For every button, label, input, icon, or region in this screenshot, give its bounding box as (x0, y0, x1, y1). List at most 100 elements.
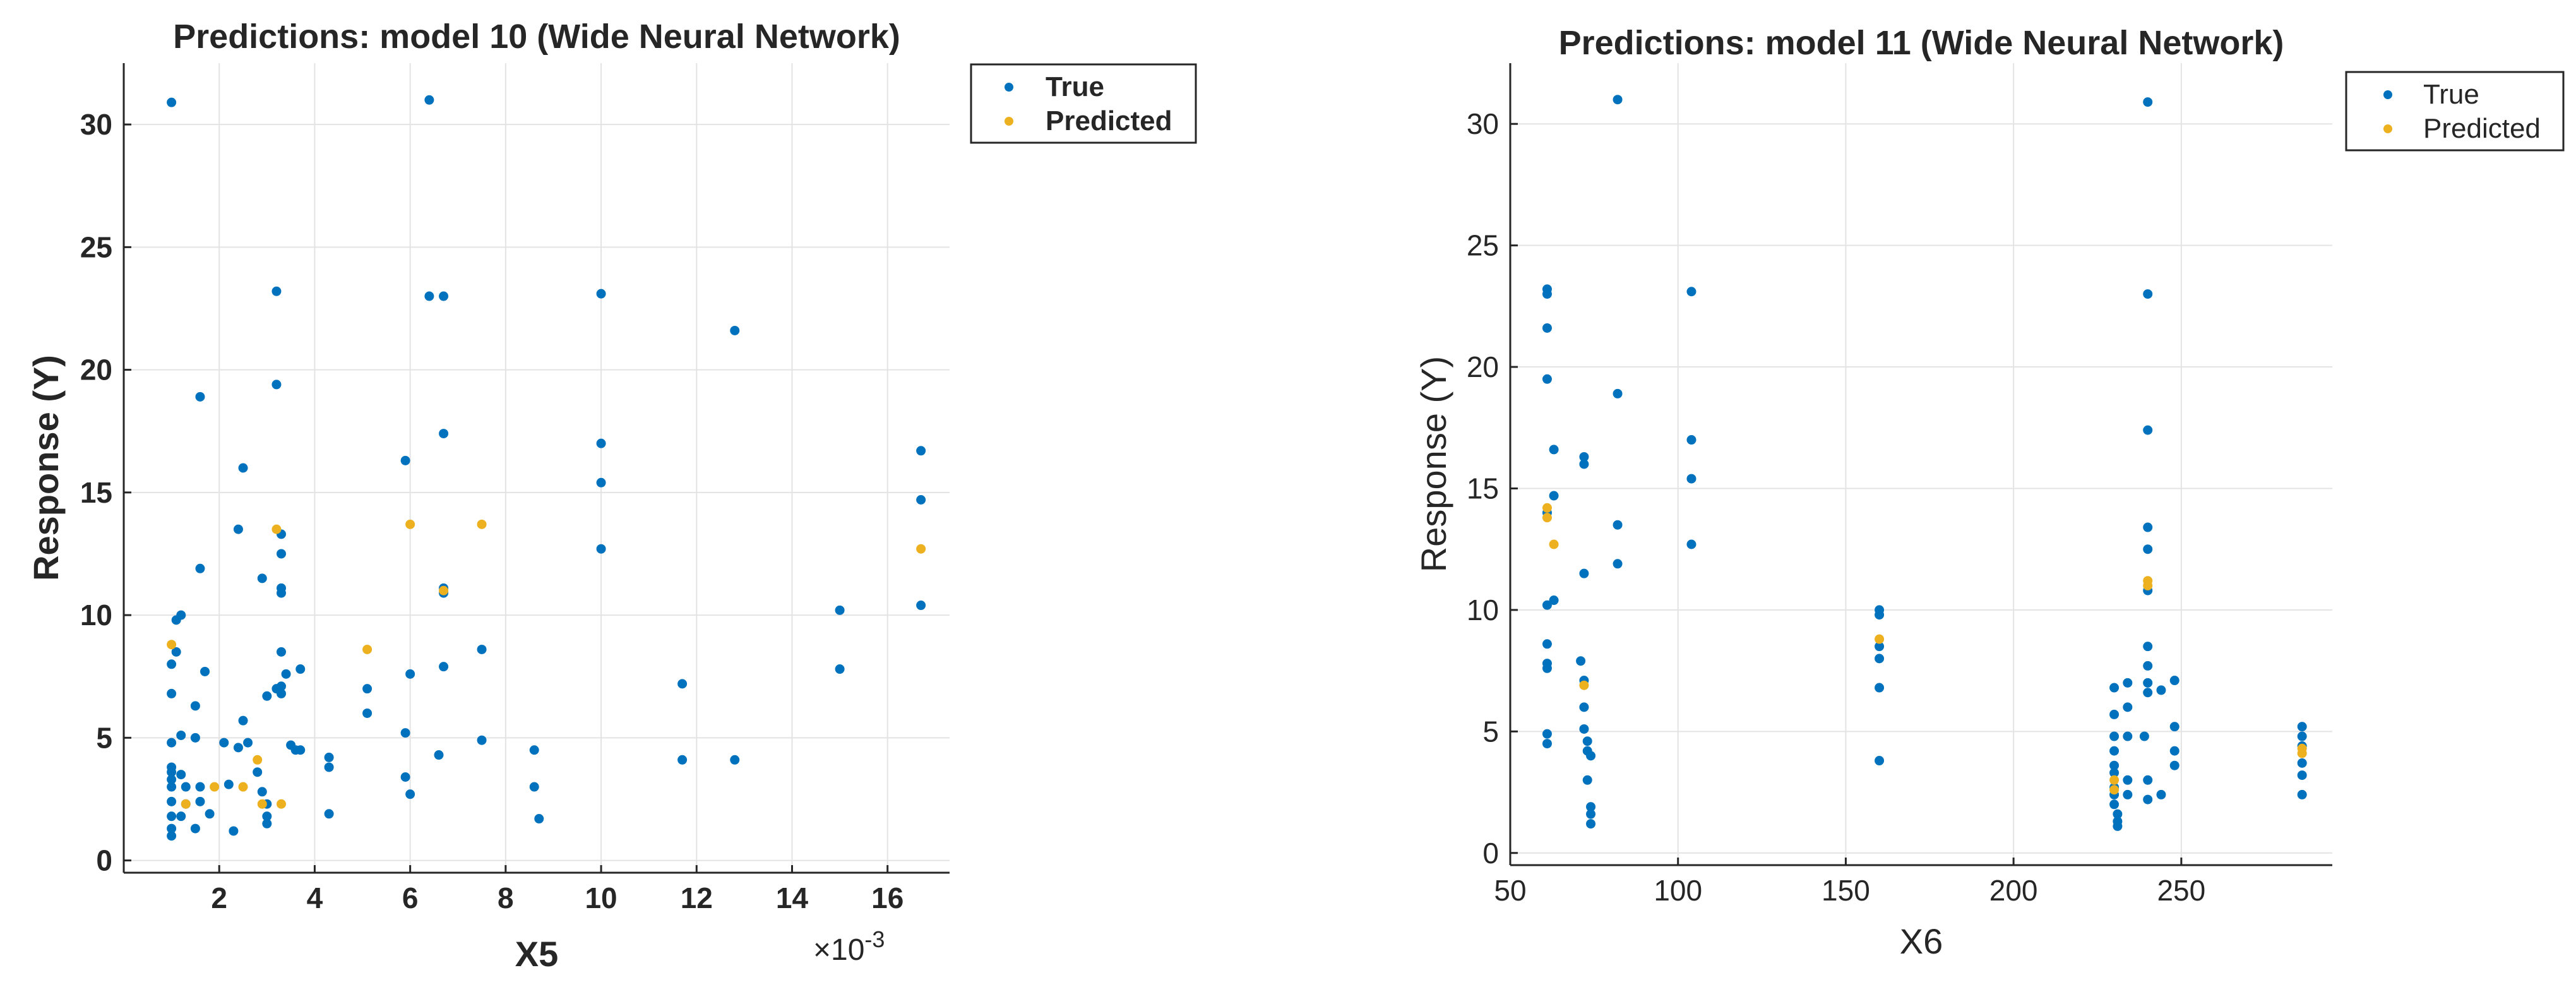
point-true (295, 664, 306, 674)
point-true (205, 809, 215, 819)
point-predicted (362, 644, 373, 654)
point-true (2143, 425, 2153, 435)
point-true (2143, 642, 2153, 652)
point-predicted (2297, 748, 2307, 758)
point-predicted (181, 799, 191, 809)
legend-marker-predicted (1005, 117, 1013, 126)
point-true (1549, 445, 1559, 455)
point-true (1542, 600, 1552, 610)
point-true (1586, 802, 1596, 812)
point-true (405, 789, 415, 799)
point-predicted (253, 755, 263, 765)
point-true (2297, 722, 2307, 732)
chart-model-11: 50 100 150 200 250 0 5 10 15 20 25 30 Predictions:… (1414, 24, 2565, 961)
legend: True Predicted (970, 63, 1197, 144)
point-true (1542, 639, 1552, 649)
point-true (190, 701, 200, 711)
point-predicted (238, 782, 248, 792)
point-true (167, 811, 177, 822)
x-tick-label: 6 (402, 882, 419, 914)
point-true (167, 796, 177, 806)
point-true (176, 730, 186, 740)
point-true (2109, 746, 2120, 756)
point-true (434, 750, 444, 760)
point-true (1542, 323, 1552, 333)
y-tick-label: 30 (1467, 107, 1499, 140)
y-tick-label: 25 (80, 230, 112, 263)
x-tick-label: 2 (211, 882, 227, 914)
point-predicted (210, 782, 220, 792)
point-true (167, 782, 177, 792)
point-true (529, 745, 539, 755)
point-true (167, 97, 177, 107)
legend-label-true: True (2423, 79, 2479, 110)
y-axis-label: Response (Y) (1414, 356, 1453, 572)
point-true (271, 286, 282, 296)
point-true (2297, 758, 2307, 768)
point-true (2143, 289, 2153, 299)
point-true (277, 647, 287, 657)
x-tick-label: 50 (1494, 874, 1526, 907)
point-true (2113, 821, 2123, 831)
point-true (2123, 789, 2133, 799)
point-true (1579, 452, 1589, 462)
x-tick-label: 16 (871, 882, 903, 914)
point-true (224, 779, 234, 789)
point-true (477, 735, 487, 745)
point-true (1875, 683, 1885, 693)
point-true (176, 610, 186, 620)
point-true (176, 770, 186, 780)
point-true (167, 767, 177, 777)
x-tick-labels: 50 100 150 200 250 (1494, 874, 2205, 907)
point-true (529, 782, 539, 792)
point-true (596, 438, 606, 448)
point-true (181, 782, 191, 792)
point-true (277, 549, 287, 559)
legend-label-predicted: Predicted (1046, 105, 1172, 136)
point-predicted (916, 544, 926, 554)
y-tick-label: 30 (80, 108, 112, 141)
x-tick-label: 8 (498, 882, 514, 914)
point-true (277, 588, 287, 598)
point-true (1686, 539, 1696, 549)
point-true (1549, 491, 1559, 501)
data-points (1542, 95, 2307, 831)
point-true (2123, 678, 2133, 688)
point-true (167, 738, 177, 748)
point-true (2109, 731, 2120, 741)
point-true (262, 691, 272, 701)
point-true (2113, 809, 2123, 819)
x-tick-labels: 2 4 6 8 10 12 14 16 (211, 882, 903, 914)
point-predicted (167, 640, 177, 650)
point-true (190, 733, 200, 743)
point-true (1579, 459, 1589, 469)
y-tick-label: 5 (96, 721, 112, 754)
plot-area-background (1510, 63, 2332, 865)
y-tick-label: 5 (1482, 715, 1499, 748)
point-predicted (1579, 680, 1589, 690)
point-true (916, 495, 926, 505)
point-true (916, 446, 926, 456)
x-tick-label: 150 (1822, 874, 1870, 907)
point-true (2143, 522, 2153, 532)
point-true (1542, 663, 1552, 673)
point-true (2297, 770, 2307, 781)
point-predicted (257, 799, 267, 809)
point-true (277, 681, 287, 691)
point-true (400, 772, 410, 782)
x-tick-label: 12 (681, 882, 713, 914)
legend-label-predicted: Predicted (2423, 113, 2541, 144)
point-true (2156, 685, 2166, 695)
point-predicted (271, 524, 282, 534)
data-points (167, 95, 926, 841)
y-tick-labels: 0 5 10 15 20 25 30 (1467, 107, 1499, 870)
point-true (424, 291, 434, 301)
point-true (167, 688, 177, 698)
point-true (730, 755, 740, 765)
point-true (916, 601, 926, 611)
axes (122, 63, 950, 874)
point-true (534, 814, 544, 824)
point-true (1613, 388, 1623, 398)
x-axis-label: X5 (515, 934, 559, 974)
point-true (2156, 789, 2166, 799)
